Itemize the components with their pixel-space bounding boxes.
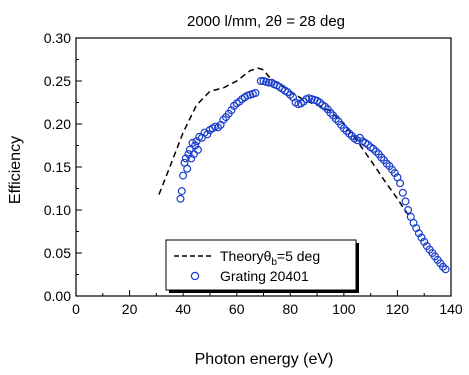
y-tick-label: 0.20 bbox=[44, 116, 71, 132]
grating-data-point bbox=[177, 187, 186, 196]
grating-data-point bbox=[185, 145, 194, 154]
grating-data-point bbox=[230, 101, 239, 110]
y-tick-label: 0.30 bbox=[44, 30, 71, 46]
grating-data-point bbox=[188, 138, 197, 147]
grating-data-point bbox=[264, 78, 273, 87]
grating-data-point bbox=[187, 154, 196, 163]
grating-data-point bbox=[179, 171, 188, 180]
grating-data-point bbox=[382, 159, 391, 168]
grating-data-point bbox=[227, 106, 236, 115]
x-tick-label: 100 bbox=[332, 301, 356, 317]
grating-data-point bbox=[176, 194, 185, 203]
legend: Theoryθb=5 deg Grating 20401 bbox=[165, 239, 359, 293]
legend-theory-label-main: Theoryθ bbox=[220, 248, 272, 264]
grating-data-point bbox=[417, 233, 426, 242]
grating-data-point bbox=[315, 98, 324, 107]
series-layer bbox=[158, 67, 450, 274]
x-tick-label: 120 bbox=[386, 301, 410, 317]
legend-theory-label: Theoryθb=5 deg bbox=[220, 248, 320, 268]
grating-data-point bbox=[414, 229, 423, 238]
grating-data-point bbox=[390, 169, 399, 178]
grating-data-point bbox=[372, 147, 381, 156]
x-axis-ticks: 0 20 40 60 80 100 120 140 bbox=[72, 290, 463, 317]
y-tick-label: 0.05 bbox=[44, 245, 71, 261]
grating-data-point bbox=[331, 114, 340, 123]
grating-data-point bbox=[404, 206, 413, 215]
chart-title: 2000 l/mm, 2θ = 28 deg bbox=[187, 13, 345, 30]
grating-data-point bbox=[203, 130, 212, 139]
grating-data-point bbox=[251, 88, 260, 97]
grating-data-point bbox=[398, 188, 407, 197]
grating-data-point bbox=[191, 141, 200, 150]
y-tick-label: 0.00 bbox=[44, 288, 71, 304]
legend-grating-marker bbox=[190, 271, 200, 281]
y-axis-label: Efficiency bbox=[7, 136, 24, 204]
grating-data-point bbox=[401, 197, 410, 206]
grating-data-point bbox=[181, 154, 190, 163]
y-tick-label: 0.10 bbox=[44, 202, 71, 218]
legend-box bbox=[165, 239, 357, 291]
x-tick-label: 60 bbox=[229, 301, 245, 317]
legend-theory-label-rest: =5 deg bbox=[277, 248, 320, 264]
grating-data-point bbox=[345, 129, 354, 138]
y-tick-label: 0.25 bbox=[44, 73, 71, 89]
grating-data-point bbox=[184, 150, 193, 159]
grating-data-point bbox=[219, 115, 228, 124]
grating-data-point bbox=[347, 132, 356, 141]
grating-data-point bbox=[256, 76, 265, 85]
grating-data-point bbox=[326, 108, 335, 117]
grating-data-point bbox=[420, 237, 429, 246]
legend-theory-label-subscript: b bbox=[271, 257, 277, 268]
x-tick-label: 40 bbox=[175, 301, 191, 317]
grating-data-point bbox=[396, 179, 405, 188]
grating-data-point bbox=[189, 150, 198, 159]
grating-data-point bbox=[369, 144, 378, 153]
grating-data-point bbox=[283, 88, 292, 97]
grating-data-point bbox=[193, 145, 202, 154]
grating-data-point bbox=[321, 102, 330, 111]
grating-data-point bbox=[441, 265, 450, 274]
y-axis-ticks: 0.00 0.05 0.10 0.15 0.20 0.25 0.30 bbox=[44, 30, 82, 304]
grating-data-point bbox=[286, 90, 295, 99]
grating-data-point bbox=[377, 153, 386, 162]
x-axis-label: Photon energy (eV) bbox=[195, 351, 334, 368]
legend-grating-label: Grating 20401 bbox=[220, 268, 309, 284]
x-tick-label: 140 bbox=[439, 301, 463, 317]
grating-data-point bbox=[439, 262, 448, 271]
grating-data-point bbox=[353, 136, 362, 145]
x-tick-label: 0 bbox=[72, 301, 80, 317]
grating-data-point bbox=[235, 97, 244, 106]
grating-data-point bbox=[342, 126, 351, 135]
grating-data-point bbox=[183, 164, 192, 173]
grating-data-point bbox=[339, 124, 348, 133]
x-tick-label: 20 bbox=[122, 301, 138, 317]
grating-data-point bbox=[214, 123, 223, 132]
grating-data-point bbox=[364, 140, 373, 149]
y-tick-label: 0.15 bbox=[44, 159, 71, 175]
x-tick-label: 80 bbox=[282, 301, 298, 317]
